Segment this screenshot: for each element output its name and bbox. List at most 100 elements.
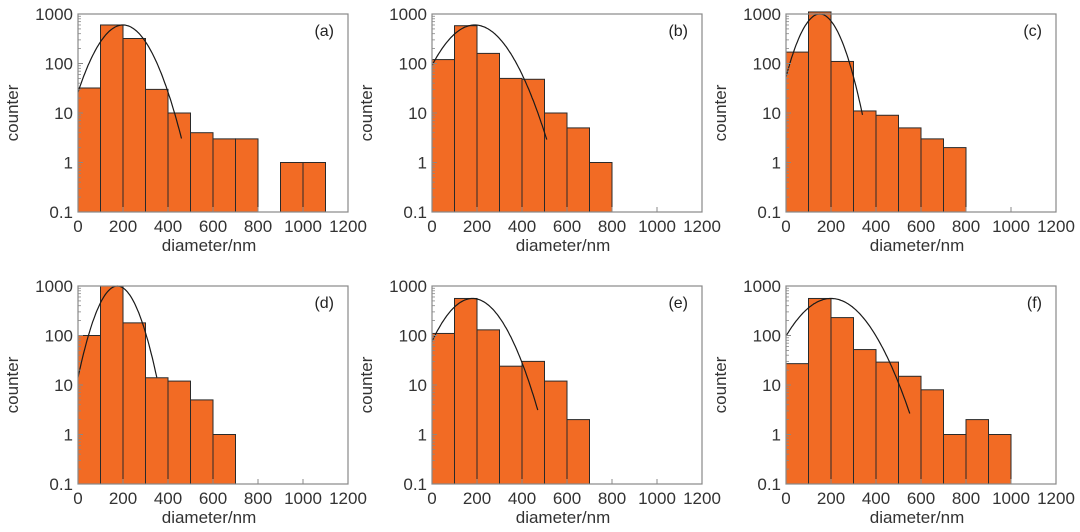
y-tick-label: 0.1 bbox=[49, 203, 73, 222]
chart-panel-d: 0.1 1 10 100 1000 0 200 400 600 800 1000 1200 diamet… bbox=[3, 277, 367, 527]
x-axis-label: diameter/nm bbox=[516, 236, 610, 255]
histogram-bar bbox=[499, 365, 523, 485]
y-tick-label: 1000 bbox=[743, 5, 781, 24]
histogram-bar bbox=[145, 377, 169, 485]
panel-label: (a) bbox=[314, 23, 334, 40]
histogram-bar bbox=[544, 112, 568, 213]
x-tick-label: 200 bbox=[109, 489, 137, 508]
histogram-bar bbox=[898, 127, 922, 213]
x-tick-label: 800 bbox=[952, 489, 980, 508]
histogram-bar bbox=[212, 434, 236, 485]
y-tick-label: 100 bbox=[753, 55, 781, 74]
y-axis-label: counter bbox=[3, 356, 22, 413]
y-tick-label: 10 bbox=[408, 376, 427, 395]
y-tick-label: 10 bbox=[762, 104, 781, 123]
y-tick-label: 0.1 bbox=[49, 475, 73, 494]
histogram-bar bbox=[875, 361, 899, 485]
histogram-bar bbox=[77, 87, 101, 213]
histogram-bar bbox=[544, 380, 568, 485]
chart-panel-b: 0.1 1 10 100 1000 0 200 400 600 800 1000 1200 diamet… bbox=[357, 5, 721, 255]
histogram-bar bbox=[566, 419, 590, 485]
x-tick-label: 400 bbox=[862, 489, 890, 508]
histogram-bar bbox=[190, 132, 214, 213]
histogram-bar bbox=[476, 52, 500, 213]
histogram-bar bbox=[875, 114, 899, 213]
panel-label: (c) bbox=[1023, 23, 1042, 40]
fit-curve bbox=[785, 297, 911, 414]
x-tick-label: 600 bbox=[553, 217, 581, 236]
x-tick-label: 200 bbox=[463, 217, 491, 236]
x-tick-label: 600 bbox=[907, 489, 935, 508]
histogram-bar bbox=[853, 110, 877, 213]
x-tick-label: 0 bbox=[73, 489, 82, 508]
x-tick-label: 0 bbox=[73, 217, 82, 236]
x-tick-label: 400 bbox=[508, 489, 536, 508]
x-tick-label: 800 bbox=[244, 489, 272, 508]
histogram-bar bbox=[830, 60, 854, 213]
y-axis-label: counter bbox=[711, 356, 730, 413]
y-tick-label: 1 bbox=[418, 426, 427, 445]
histogram-bar bbox=[145, 88, 169, 213]
histogram-bar bbox=[808, 297, 832, 485]
x-tick-label: 200 bbox=[817, 489, 845, 508]
x-axis-label: diameter/nm bbox=[870, 508, 964, 527]
x-tick-label: 600 bbox=[199, 217, 227, 236]
y-tick-label: 1 bbox=[418, 154, 427, 173]
y-tick-label: 0.1 bbox=[757, 203, 781, 222]
x-tick-label: 0 bbox=[781, 489, 790, 508]
histogram-bar bbox=[920, 389, 944, 485]
y-tick-label: 0.1 bbox=[403, 203, 427, 222]
fit-curve bbox=[431, 297, 539, 411]
y-tick-label: 1000 bbox=[35, 5, 73, 24]
fit-curve bbox=[77, 24, 183, 139]
y-tick-label: 100 bbox=[45, 327, 73, 346]
x-axis-label: diameter/nm bbox=[162, 236, 256, 255]
histogram-bar bbox=[785, 51, 809, 213]
histogram-bar bbox=[235, 138, 259, 213]
y-tick-label: 10 bbox=[762, 376, 781, 395]
x-tick-label: 800 bbox=[598, 217, 626, 236]
y-axis-label: counter bbox=[357, 84, 376, 141]
y-tick-label: 10 bbox=[408, 104, 427, 123]
x-tick-label: 0 bbox=[781, 217, 790, 236]
y-tick-label: 0.1 bbox=[757, 475, 781, 494]
y-tick-label: 1 bbox=[772, 426, 781, 445]
x-tick-label: 200 bbox=[109, 217, 137, 236]
histogram-bar bbox=[589, 162, 613, 213]
x-tick-label: 1000 bbox=[284, 217, 322, 236]
fit-curve bbox=[785, 13, 864, 116]
panel-label: (b) bbox=[668, 23, 688, 40]
histogram-bar bbox=[454, 297, 478, 485]
histogram-bar bbox=[521, 360, 545, 485]
x-axis-label: diameter/nm bbox=[516, 508, 610, 527]
histogram-bar bbox=[454, 25, 478, 213]
x-tick-label: 1000 bbox=[284, 489, 322, 508]
histogram-bar bbox=[122, 322, 146, 485]
y-tick-label: 100 bbox=[753, 327, 781, 346]
x-tick-label: 1200 bbox=[329, 489, 367, 508]
x-tick-label: 1000 bbox=[992, 489, 1030, 508]
chart-panel-c: 0.1 1 10 100 1000 0 200 400 600 800 1000 1200 diamet… bbox=[711, 5, 1075, 255]
x-tick-label: 1200 bbox=[329, 217, 367, 236]
y-axis-label: counter bbox=[711, 84, 730, 141]
histogram-bar bbox=[476, 329, 500, 485]
x-tick-label: 600 bbox=[199, 489, 227, 508]
y-tick-label: 1 bbox=[64, 154, 73, 173]
histogram-bar bbox=[808, 11, 832, 213]
x-tick-label: 1200 bbox=[1037, 489, 1075, 508]
histogram-bar bbox=[830, 317, 854, 485]
panel-label: (f) bbox=[1027, 295, 1042, 312]
histogram-bar bbox=[499, 77, 523, 213]
y-tick-label: 1000 bbox=[35, 277, 73, 296]
x-tick-label: 0 bbox=[427, 489, 436, 508]
histogram-bar bbox=[853, 349, 877, 485]
chart-panel-f: 0.1 1 10 100 1000 0 200 400 600 800 1000 1200 diamet… bbox=[711, 277, 1075, 527]
histogram-bar bbox=[920, 138, 944, 213]
x-axis-label: diameter/nm bbox=[870, 236, 964, 255]
histogram-bar bbox=[302, 162, 326, 213]
x-tick-label: 800 bbox=[598, 489, 626, 508]
panel-label: (d) bbox=[314, 295, 334, 312]
histogram-bar bbox=[943, 147, 967, 213]
histogram-bar bbox=[100, 24, 124, 213]
